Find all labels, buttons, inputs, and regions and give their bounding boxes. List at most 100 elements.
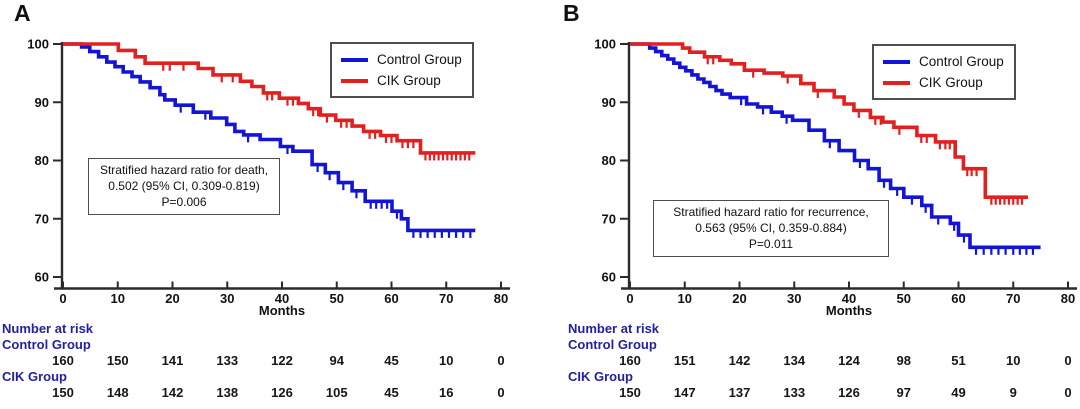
legend-item-control: Control Group <box>341 49 462 70</box>
survival-plot-a: 0 10 20 30 40 50 60 70 80 60 70 80 90 100 <box>27 37 510 306</box>
risk-count: 134 <box>783 353 806 368</box>
risk-count: 142 <box>161 385 184 400</box>
legend-label: CIK Group <box>919 75 983 90</box>
risk-table-title: Number at risk <box>568 321 660 336</box>
x-tick-label: 50 <box>330 291 344 306</box>
panel-label: A <box>14 0 31 26</box>
x-tick-label: 20 <box>165 291 179 306</box>
legend-label: Control Group <box>919 54 1004 69</box>
cik-line-swatch <box>883 80 910 85</box>
legend-label: CIK Group <box>377 73 441 88</box>
risk-count: 148 <box>106 385 129 400</box>
risk-count: 151 <box>673 353 696 368</box>
x-tick-label: 40 <box>842 291 856 306</box>
risk-count: 133 <box>216 353 239 368</box>
x-tick-label: 60 <box>951 291 965 306</box>
risk-group-label-control: Control Group <box>2 337 91 352</box>
x-tick-label: 60 <box>384 291 398 306</box>
cik-group-curve <box>630 42 1028 199</box>
y-tick-label: 70 <box>35 211 49 226</box>
legend-item-control: Control Group <box>883 51 1004 72</box>
y-tick-label: 90 <box>602 95 616 110</box>
panel-b: 0 10 20 30 40 50 60 70 80 60 70 80 90 100 B Control G… <box>540 0 1080 409</box>
x-tick-label: 80 <box>494 291 508 306</box>
y-tick-label: 70 <box>602 211 616 226</box>
x-tick-label: 10 <box>111 291 125 306</box>
panel-a: 0 10 20 30 40 50 60 70 80 60 70 80 90 100 A Control G… <box>0 0 540 400</box>
risk-count: 160 <box>52 353 74 368</box>
x-axis-title: Months <box>825 303 873 318</box>
control-group-curve <box>63 42 476 233</box>
risk-count: 9 <box>1009 385 1017 400</box>
risk-counts-cik: 150 148 142 138 126 105 45 16 0 <box>0 385 540 400</box>
risk-count: 126 <box>838 385 860 400</box>
x-tick-label: 10 <box>678 291 692 306</box>
x-tick-label: 0 <box>626 291 633 306</box>
x-tick-label: 50 <box>897 291 911 306</box>
panel-label: B <box>563 0 580 26</box>
risk-counts-control: 160 150 141 133 122 94 45 10 0 <box>0 353 540 368</box>
risk-count: 45 <box>384 353 399 368</box>
risk-count: 142 <box>728 353 751 368</box>
risk-group-label-control: Control Group <box>568 337 657 352</box>
risk-count: 137 <box>728 385 751 400</box>
hazard-ratio-annotation: Stratified hazard ratio for recurrence, … <box>653 200 889 258</box>
risk-count: 51 <box>951 353 966 368</box>
risk-count: 16 <box>439 385 454 400</box>
cik-group-curve <box>63 42 476 155</box>
risk-count: 0 <box>497 353 505 368</box>
risk-count: 122 <box>271 353 293 368</box>
annotation-line: P=0.006 <box>161 194 207 209</box>
x-tick-label: 30 <box>787 291 801 306</box>
risk-count: 124 <box>838 353 860 368</box>
legend-label: Control Group <box>377 52 462 67</box>
y-tick-label: 80 <box>602 153 616 168</box>
x-tick-label: 70 <box>439 291 453 306</box>
y-tick-label: 60 <box>602 270 616 285</box>
annotation-line: Stratified hazard ratio for death, <box>99 163 269 177</box>
risk-count: 138 <box>216 385 239 400</box>
legend-item-cik: CIK Group <box>341 70 462 91</box>
risk-count: 150 <box>52 385 74 400</box>
risk-count: 150 <box>619 385 641 400</box>
risk-counts-control: 160 151 142 134 124 98 51 10 0 <box>540 353 1080 368</box>
annotation-line: 0.563 (95% CI, 0.359-0.884) <box>695 220 847 235</box>
risk-group-label-cik: CIK Group <box>2 369 67 384</box>
risk-count: 45 <box>384 385 399 400</box>
y-tick-label: 100 <box>27 37 49 52</box>
legend-item-cik: CIK Group <box>883 72 1004 93</box>
annotation-line: Stratified hazard ratio for recurrence, <box>673 205 869 219</box>
risk-count: 98 <box>896 353 911 368</box>
control-group-curve <box>630 42 1041 250</box>
x-axis-title: Months <box>258 303 306 318</box>
hazard-ratio-annotation: Stratified hazard ratio for death, 0.502… <box>88 158 280 216</box>
y-tick-label: 100 <box>594 37 616 52</box>
x-tick-label: 40 <box>275 291 289 306</box>
annotation-line: 0.502 (95% CI, 0.309-0.819) <box>108 178 260 193</box>
risk-count: 133 <box>783 385 806 400</box>
risk-count: 49 <box>951 385 966 400</box>
y-tick-label: 60 <box>35 270 49 285</box>
risk-count: 147 <box>673 385 696 400</box>
risk-count: 0 <box>1064 353 1072 368</box>
annotation-line: P=0.011 <box>748 236 794 251</box>
x-tick-label: 70 <box>1006 291 1020 306</box>
x-tick-label: 0 <box>59 291 66 306</box>
risk-count: 160 <box>619 353 641 368</box>
risk-count: 10 <box>1006 353 1021 368</box>
risk-count: 94 <box>329 353 344 368</box>
control-line-swatch <box>341 57 368 62</box>
cik-line-swatch <box>341 78 368 83</box>
x-tick-label: 30 <box>220 291 234 306</box>
legend: Control Group CIK Group <box>872 44 1016 100</box>
risk-count: 105 <box>325 385 348 400</box>
x-tick-label: 20 <box>732 291 746 306</box>
y-tick-label: 80 <box>35 153 49 168</box>
risk-count: 150 <box>106 353 129 368</box>
risk-count: 0 <box>497 385 505 400</box>
y-tick-label: 90 <box>35 95 49 110</box>
risk-table-title: Number at risk <box>2 321 94 336</box>
risk-count: 97 <box>896 385 911 400</box>
risk-group-label-cik: CIK Group <box>568 369 633 384</box>
